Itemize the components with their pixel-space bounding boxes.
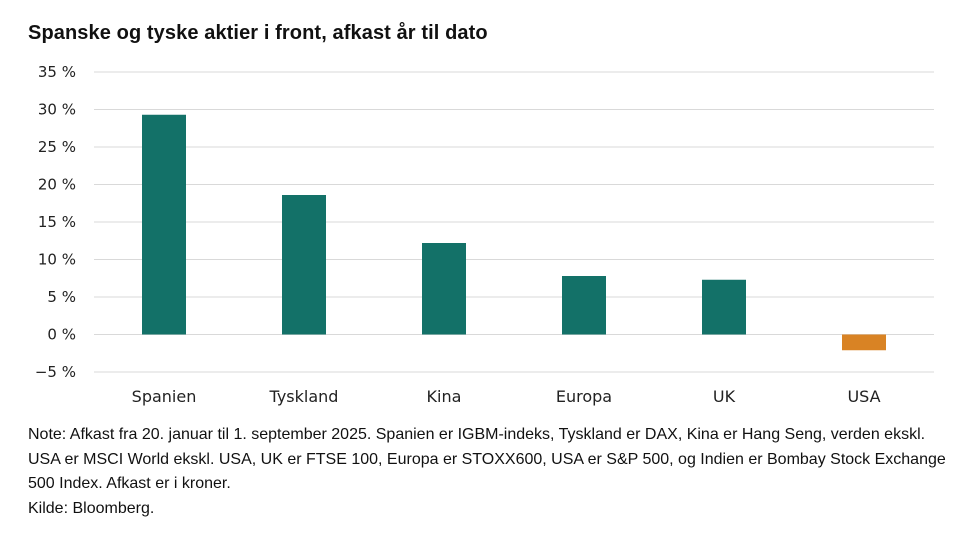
y-tick-label: 25 % (38, 138, 76, 156)
y-tick-label: 35 % (38, 63, 76, 81)
x-category-label: USA (847, 387, 880, 406)
y-tick-label: 30 % (38, 101, 76, 119)
x-category-label: Spanien (132, 387, 197, 406)
y-tick-label: 20 % (38, 176, 76, 194)
x-category-label: Europa (556, 387, 612, 406)
y-tick-label: 5 % (47, 288, 76, 306)
y-tick-label: 15 % (38, 213, 76, 231)
x-axis-category-labels: Spanien Tyskland Kina Europa UK USA (132, 387, 881, 406)
chart-footnote: Note: Afkast fra 20. januar til 1. septe… (28, 423, 953, 521)
x-category-label: UK (713, 387, 736, 406)
x-category-label: Tyskland (269, 387, 339, 406)
footnote-source: Kilde: Bloomberg. (28, 499, 155, 517)
x-category-label: Kina (427, 387, 462, 406)
y-axis-tick-labels: 35 % 30 % 25 % 20 % 15 % 10 % 5 % 0 % −5 % (35, 63, 76, 381)
bar-chart: 35 % 30 % 25 % 20 % 15 % 10 % 5 % 0 % −5 % Spani… (35, 63, 934, 406)
y-tick-label: 10 % (38, 251, 76, 269)
y-tick-label: −5 % (35, 363, 76, 381)
chart-title: Spanske og tyske aktier i front, afkast … (28, 22, 488, 44)
footnote-note: Note: Afkast fra 20. januar til 1. septe… (28, 426, 946, 492)
bar-spanien (142, 114, 186, 335)
bar-kina (422, 243, 466, 335)
grid-lines (94, 71, 934, 373)
bar-uk (702, 279, 746, 335)
bars (142, 114, 886, 351)
bar-tyskland (282, 195, 326, 335)
bar-europa (562, 276, 606, 335)
y-tick-label: 0 % (47, 326, 76, 344)
bar-usa (842, 334, 886, 351)
